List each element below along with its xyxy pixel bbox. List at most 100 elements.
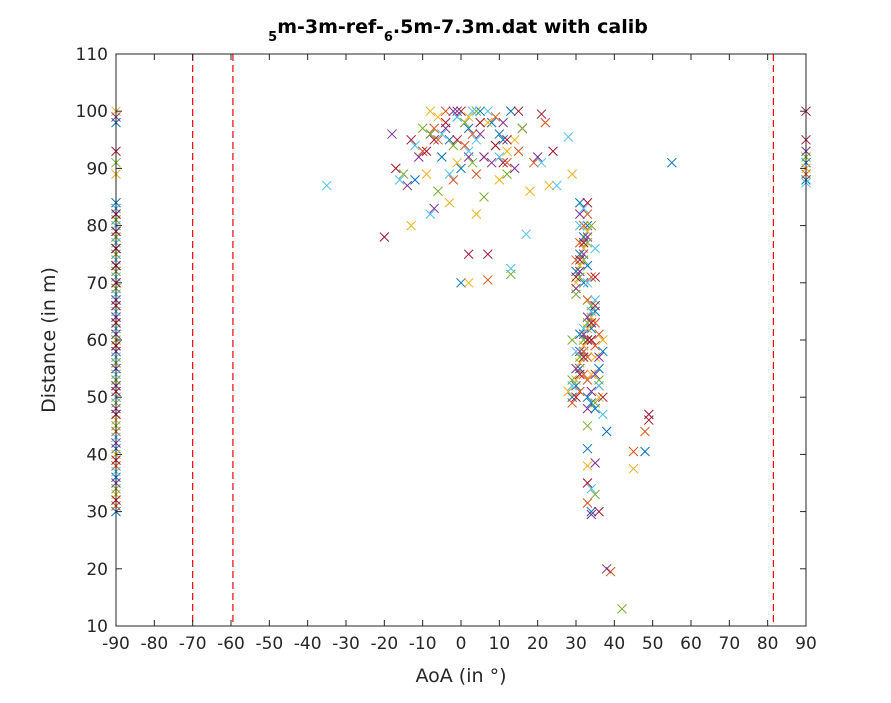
data-point — [578, 237, 589, 248]
data-point — [486, 117, 497, 128]
data-point — [425, 106, 436, 117]
x-tick-label: -30 — [332, 634, 360, 654]
data-point — [479, 152, 489, 162]
x-tick-label: 50 — [642, 634, 664, 654]
data-point — [490, 140, 501, 151]
data-point — [417, 123, 428, 134]
data-point — [578, 369, 589, 380]
data-point — [482, 106, 493, 117]
data-point — [574, 220, 585, 231]
data-point — [406, 134, 417, 145]
y-tick-label: 110 — [76, 45, 108, 65]
x-tick-label: 70 — [719, 634, 741, 654]
data-point — [586, 220, 597, 231]
data-point — [590, 458, 601, 468]
data-point — [574, 369, 585, 380]
x-tick-label: -90 — [102, 634, 130, 654]
data-point — [582, 443, 593, 454]
data-point — [452, 112, 463, 122]
x-tick-label: 80 — [757, 634, 779, 654]
data-point — [463, 112, 474, 122]
data-point — [536, 157, 547, 168]
data-point — [467, 157, 478, 168]
data-point — [463, 146, 474, 157]
data-point — [444, 197, 455, 208]
data-point — [544, 180, 555, 191]
data-point — [590, 398, 601, 408]
data-point — [571, 392, 581, 403]
chart-title-part-3: 6 — [384, 30, 393, 45]
data-point — [601, 563, 612, 574]
data-point — [586, 369, 597, 380]
data-point — [436, 129, 447, 139]
data-point — [490, 112, 501, 122]
data-point — [574, 237, 585, 248]
data-point — [617, 603, 627, 614]
data-point — [594, 352, 604, 363]
x-tick-label: 30 — [565, 634, 587, 654]
x-tick-label: 20 — [527, 634, 549, 654]
data-point — [433, 134, 443, 145]
data-point — [582, 478, 593, 488]
data-point — [586, 317, 597, 328]
data-point — [582, 403, 593, 414]
data-point — [571, 255, 581, 265]
data-point — [590, 352, 601, 363]
data-point — [459, 140, 470, 151]
data-point — [571, 272, 581, 282]
x-tick-label: -20 — [370, 634, 398, 654]
data-point — [574, 386, 585, 397]
data-point — [586, 272, 597, 282]
data-point — [459, 117, 470, 128]
data-point — [532, 152, 543, 162]
data-point — [582, 460, 593, 471]
data-point — [456, 163, 466, 174]
data-point — [571, 289, 581, 300]
x-axis-label: AoA (in °) — [415, 665, 506, 687]
data-point — [502, 169, 512, 179]
data-point — [394, 174, 405, 185]
data-point — [513, 146, 524, 157]
data-point — [486, 157, 497, 168]
data-point — [421, 146, 432, 157]
data-point — [594, 363, 604, 374]
data-point — [475, 106, 486, 117]
data-point — [582, 420, 593, 431]
data-point — [571, 363, 581, 374]
y-tick-label: 100 — [76, 102, 108, 122]
data-point — [567, 169, 578, 179]
data-point — [463, 123, 474, 134]
data-point — [417, 146, 428, 157]
chart-title-part-2: m-3m-ref- — [277, 16, 384, 38]
data-point — [425, 209, 436, 220]
y-tick-label: 20 — [86, 560, 108, 580]
data-point — [410, 140, 420, 151]
data-point — [586, 335, 597, 345]
x-tick-label: 0 — [456, 634, 467, 654]
data-point — [440, 106, 451, 117]
data-point — [429, 123, 440, 134]
y-tick-label: 70 — [86, 274, 108, 294]
chart-title: 5m-3m-ref-6.5m-7.3m.dat with calib — [268, 16, 648, 45]
data-point — [597, 409, 608, 420]
data-point — [586, 509, 597, 520]
data-point — [482, 117, 493, 128]
data-point — [582, 392, 593, 403]
data-point — [379, 232, 390, 242]
data-point — [590, 243, 601, 254]
data-point — [578, 203, 589, 214]
y-tick-label: 40 — [86, 445, 108, 465]
data-point — [571, 346, 581, 357]
data-point — [582, 237, 593, 248]
data-point — [421, 169, 432, 179]
y-tick-label: 60 — [86, 331, 108, 351]
data-point — [448, 106, 459, 117]
x-tick-label: -60 — [217, 634, 245, 654]
data-point — [590, 340, 601, 351]
data-point — [590, 272, 601, 282]
data-point — [628, 446, 639, 457]
data-point — [578, 323, 589, 334]
data-point — [410, 174, 420, 185]
data-point — [509, 134, 520, 145]
data-point — [582, 197, 593, 208]
